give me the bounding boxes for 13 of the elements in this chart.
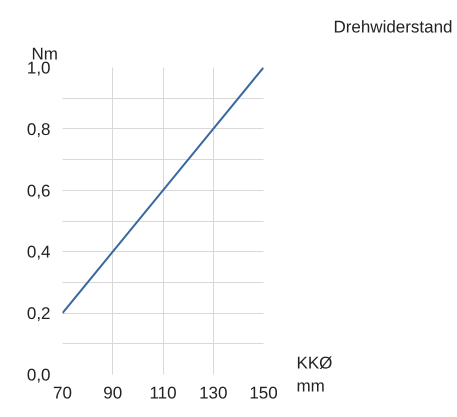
x-tick-label: 90 bbox=[103, 384, 122, 402]
y-tick-label: 1,0 bbox=[26, 58, 51, 78]
x-axis-title: KKØ mm bbox=[296, 354, 332, 396]
text: Drehwiderstand bbox=[333, 18, 453, 36]
y-tick-label: 0,6 bbox=[26, 181, 51, 200]
y-tick-label: 0,8 bbox=[26, 120, 51, 139]
y-tick-label: 0,0 bbox=[26, 366, 51, 384]
x-tick-label: 70 bbox=[53, 384, 72, 402]
y-tick-label: 0,4 bbox=[26, 242, 51, 262]
y-tick-label: 0,2 bbox=[26, 304, 51, 324]
x-tick-label: 150 bbox=[249, 384, 278, 402]
x-tick-label: 110 bbox=[149, 384, 177, 402]
x-tick-label: 130 bbox=[199, 384, 228, 402]
